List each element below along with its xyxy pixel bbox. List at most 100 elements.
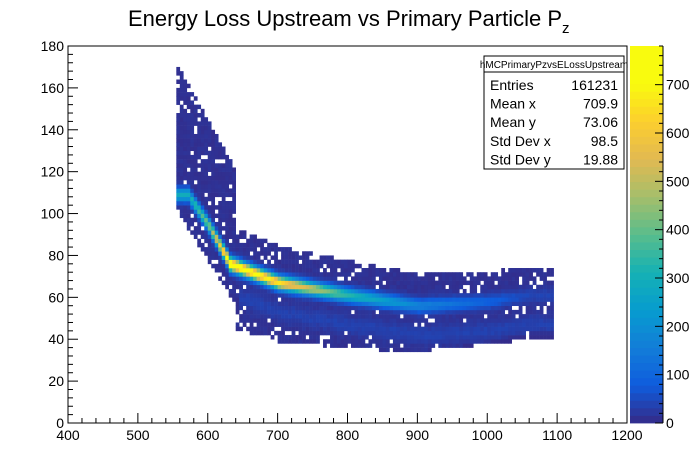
heatmap-cell (218, 209, 223, 214)
heatmap-cell (434, 314, 439, 319)
heatmap-cell (455, 284, 460, 290)
heatmap-cell (494, 322, 499, 327)
heatmap-cell (368, 301, 373, 307)
heatmap-cell (371, 293, 376, 298)
heatmap-cell (378, 314, 383, 319)
heatmap-cell (200, 163, 205, 168)
heatmap-cell (200, 113, 205, 118)
heatmap-cell (371, 322, 376, 327)
heatmap-cell (312, 280, 317, 286)
heatmap-cell (186, 100, 191, 105)
heatmap-cell (225, 175, 230, 181)
heatmap-cell (340, 284, 345, 290)
heatmap-cell (487, 318, 492, 323)
heatmap-cell (260, 247, 264, 252)
heatmap-cell (228, 272, 233, 277)
heatmap-cell (246, 247, 250, 252)
heatmap-cell (532, 297, 537, 302)
heatmap-cell (316, 284, 320, 290)
heatmap-cell (211, 221, 216, 227)
heatmap-cell (396, 288, 401, 294)
palette-swatch (630, 340, 663, 348)
heatmap-cell (221, 213, 226, 219)
heatmap-cell (396, 335, 401, 340)
heatmap-cell (214, 263, 219, 269)
heatmap-cell (378, 309, 383, 315)
heatmap-cell (455, 288, 460, 294)
heatmap-cell (518, 272, 523, 277)
heatmap-cell (396, 330, 401, 336)
heatmap-cell (501, 322, 506, 327)
heatmap-cell (260, 330, 264, 336)
stats-label: Mean x (490, 96, 536, 112)
heatmap-cell (469, 339, 474, 344)
heatmap-cell (207, 213, 212, 219)
heatmap-cell (284, 297, 289, 302)
heatmap-cell (284, 335, 289, 340)
heatmap-cell (316, 318, 320, 323)
heatmap-cell (473, 301, 478, 307)
heatmap-cell (473, 305, 478, 311)
heatmap-cell (354, 326, 359, 332)
heatmap-cell (354, 297, 359, 302)
heatmap-cell (305, 339, 310, 344)
heatmap-cell (291, 305, 296, 311)
heatmap-cell (473, 293, 478, 298)
palette-swatch (630, 219, 663, 228)
heatmap-cell (452, 284, 457, 290)
heatmap-cell (295, 326, 299, 332)
heatmap-cell (263, 322, 268, 327)
heatmap-cell (340, 259, 345, 265)
heatmap-cell (330, 330, 334, 336)
heatmap-cell (406, 284, 411, 290)
heatmap-cell (448, 293, 453, 298)
heatmap-cell (431, 309, 436, 315)
heatmap-cell (420, 326, 425, 332)
heatmap-cell (239, 263, 243, 269)
heatmap-cell (469, 343, 474, 348)
heatmap-cell (260, 284, 264, 290)
heatmap-cell (288, 293, 292, 298)
heatmap-cell (232, 251, 236, 256)
heatmap-cell (288, 297, 292, 302)
heatmap-cell (378, 284, 383, 290)
heatmap-cell (361, 280, 366, 286)
heatmap-cell (476, 326, 481, 332)
heatmap-cell (368, 293, 373, 298)
heatmap-cell (193, 209, 198, 214)
heatmap-cell (497, 284, 502, 290)
heatmap-cell (214, 230, 219, 235)
heatmap-cell (323, 326, 327, 332)
heatmap-cell (176, 66, 181, 72)
heatmap-cell (546, 288, 551, 294)
heatmap-cell (469, 280, 474, 286)
heatmap-cell (232, 205, 236, 210)
heatmap-cell (249, 263, 254, 269)
heatmap-cell (480, 309, 485, 315)
heatmap-cell (385, 293, 390, 298)
heatmap-cell (176, 96, 181, 101)
heatmap-cell (190, 188, 195, 193)
heatmap-cell (228, 213, 233, 219)
heatmap-cell (364, 326, 369, 332)
heatmap-cell (508, 280, 512, 286)
heatmap-cell (242, 242, 247, 248)
palette-swatch (630, 181, 663, 190)
heatmap-cell (420, 339, 425, 344)
heatmap-cell (413, 343, 418, 348)
heatmap-cell (337, 280, 341, 286)
heatmap-cell (305, 276, 310, 281)
heatmap-cell (302, 314, 306, 319)
x-tick-label: 600 (196, 427, 220, 443)
z-tick-label: 600 (666, 125, 690, 141)
palette-swatch (630, 136, 663, 145)
heatmap-cell (253, 259, 257, 265)
heatmap-cell (312, 288, 317, 294)
heatmap-cell (253, 272, 257, 277)
heatmap-cell (221, 175, 226, 181)
heatmap-cell (267, 322, 271, 327)
heatmap-cell (232, 175, 236, 181)
heatmap-cell (522, 330, 526, 336)
heatmap-cell (354, 343, 359, 348)
palette-swatch (630, 98, 663, 107)
